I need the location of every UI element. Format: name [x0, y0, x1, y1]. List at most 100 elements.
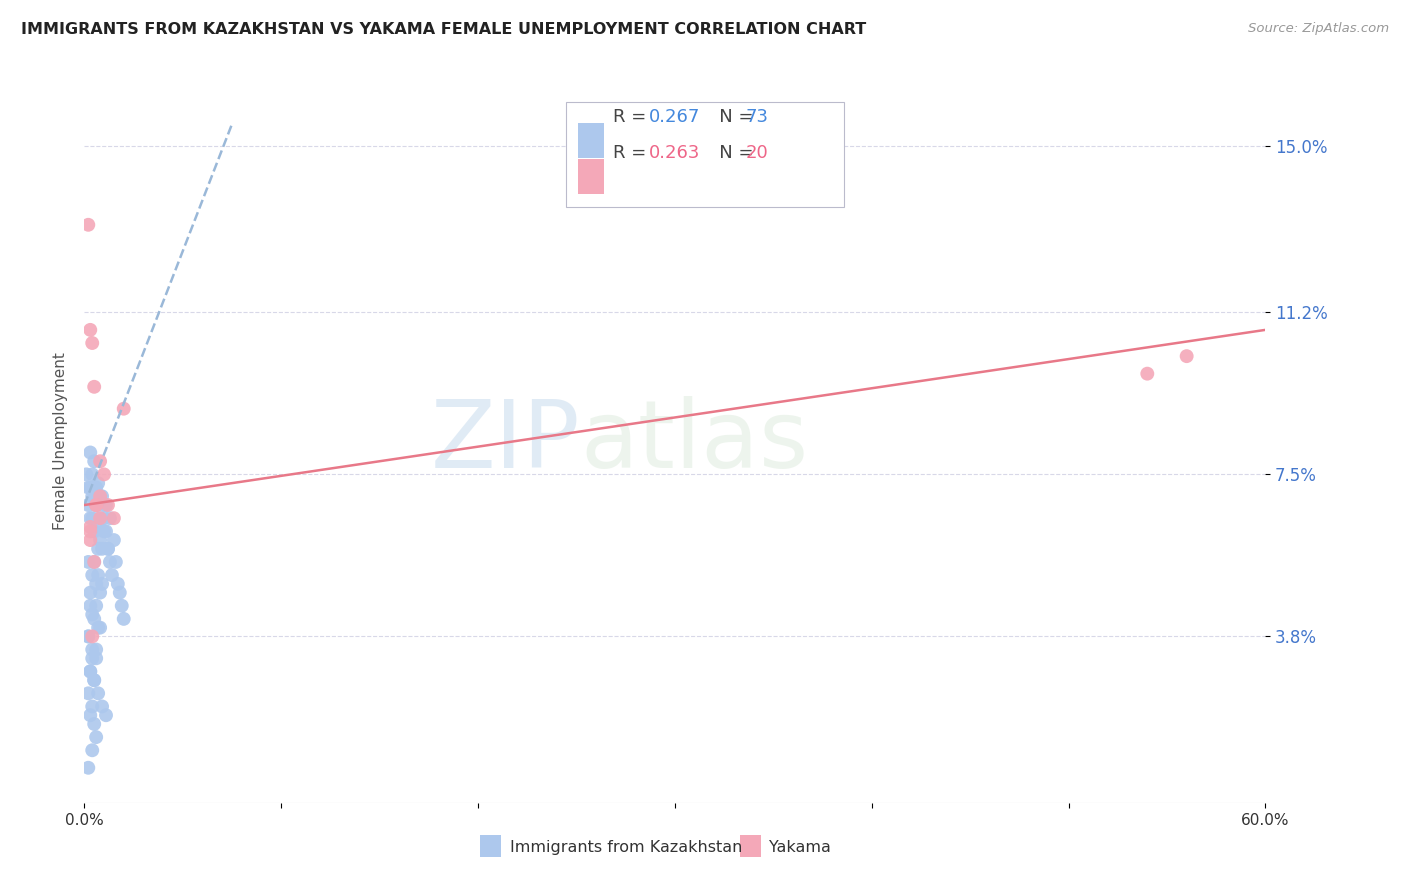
- Point: [79, 665, 101, 679]
- Text: N =: N =: [702, 108, 759, 126]
- Point: [111, 599, 134, 613]
- Point: [108, 585, 131, 599]
- Text: 0.263: 0.263: [650, 144, 700, 161]
- Text: Yakama: Yakama: [769, 840, 831, 855]
- Point: [84, 498, 107, 512]
- Point: [79, 520, 101, 534]
- Point: [104, 555, 127, 569]
- Bar: [740, 835, 761, 857]
- Point: [83, 489, 105, 503]
- Point: [77, 629, 100, 643]
- Point: [87, 520, 110, 534]
- Text: Source: ZipAtlas.com: Source: ZipAtlas.com: [1249, 22, 1389, 36]
- Point: [82, 467, 104, 482]
- Point: [79, 665, 101, 679]
- Point: [79, 585, 101, 599]
- Point: [91, 699, 114, 714]
- Point: [83, 380, 105, 394]
- Text: 0.267: 0.267: [650, 108, 700, 126]
- Point: [79, 524, 101, 539]
- Point: [87, 476, 110, 491]
- Point: [93, 524, 115, 539]
- Point: [1175, 349, 1198, 363]
- Point: [82, 743, 104, 757]
- Point: [89, 454, 111, 468]
- FancyBboxPatch shape: [567, 102, 844, 207]
- Point: [98, 555, 121, 569]
- Point: [83, 454, 105, 468]
- Point: [87, 621, 110, 635]
- Point: [82, 651, 104, 665]
- Text: atlas: atlas: [581, 395, 808, 488]
- Point: [84, 577, 107, 591]
- Point: [77, 481, 100, 495]
- Point: [101, 568, 124, 582]
- Point: [77, 629, 100, 643]
- Point: [89, 489, 111, 503]
- Bar: [578, 123, 605, 158]
- Point: [82, 629, 104, 643]
- Point: [112, 401, 135, 416]
- Point: [83, 673, 105, 688]
- Point: [84, 498, 107, 512]
- Point: [84, 498, 107, 512]
- Point: [77, 686, 100, 700]
- Point: [107, 577, 129, 591]
- Point: [87, 541, 110, 556]
- Point: [98, 511, 121, 525]
- Point: [94, 708, 117, 723]
- Point: [97, 541, 120, 556]
- Point: [84, 599, 107, 613]
- Point: [79, 323, 101, 337]
- Bar: [578, 159, 605, 194]
- Point: [91, 489, 114, 503]
- Point: [93, 467, 115, 482]
- Point: [79, 599, 101, 613]
- Point: [77, 761, 100, 775]
- Point: [103, 533, 125, 547]
- Point: [89, 511, 111, 525]
- Point: [83, 673, 105, 688]
- Text: 20: 20: [745, 144, 769, 161]
- Text: R =: R =: [613, 108, 652, 126]
- Point: [84, 481, 107, 495]
- Text: Immigrants from Kazakhstan: Immigrants from Kazakhstan: [509, 840, 742, 855]
- Point: [77, 498, 100, 512]
- Point: [89, 585, 111, 599]
- Point: [83, 524, 105, 539]
- Point: [93, 498, 115, 512]
- Point: [84, 730, 107, 744]
- Point: [97, 498, 120, 512]
- Point: [83, 555, 105, 569]
- Point: [89, 621, 111, 635]
- Point: [79, 708, 101, 723]
- Point: [83, 717, 105, 731]
- Text: R =: R =: [613, 144, 652, 161]
- Point: [82, 642, 104, 657]
- Point: [82, 568, 104, 582]
- Point: [94, 524, 117, 539]
- Point: [84, 642, 107, 657]
- Point: [82, 699, 104, 714]
- Point: [87, 568, 110, 582]
- Point: [79, 445, 101, 459]
- Text: IMMIGRANTS FROM KAZAKHSTAN VS YAKAMA FEMALE UNEMPLOYMENT CORRELATION CHART: IMMIGRANTS FROM KAZAKHSTAN VS YAKAMA FEM…: [21, 22, 866, 37]
- Point: [82, 489, 104, 503]
- Point: [93, 511, 115, 525]
- Point: [83, 612, 105, 626]
- Point: [1136, 367, 1159, 381]
- Point: [103, 511, 125, 525]
- Bar: [479, 835, 502, 857]
- Point: [83, 555, 105, 569]
- Point: [82, 336, 104, 351]
- Text: 73: 73: [745, 108, 769, 126]
- Point: [82, 607, 104, 622]
- Point: [112, 612, 135, 626]
- Point: [79, 511, 101, 525]
- Point: [89, 533, 111, 547]
- Text: N =: N =: [702, 144, 759, 161]
- Point: [89, 489, 111, 503]
- Point: [84, 498, 107, 512]
- Point: [94, 498, 117, 512]
- Y-axis label: Female Unemployment: Female Unemployment: [52, 352, 67, 531]
